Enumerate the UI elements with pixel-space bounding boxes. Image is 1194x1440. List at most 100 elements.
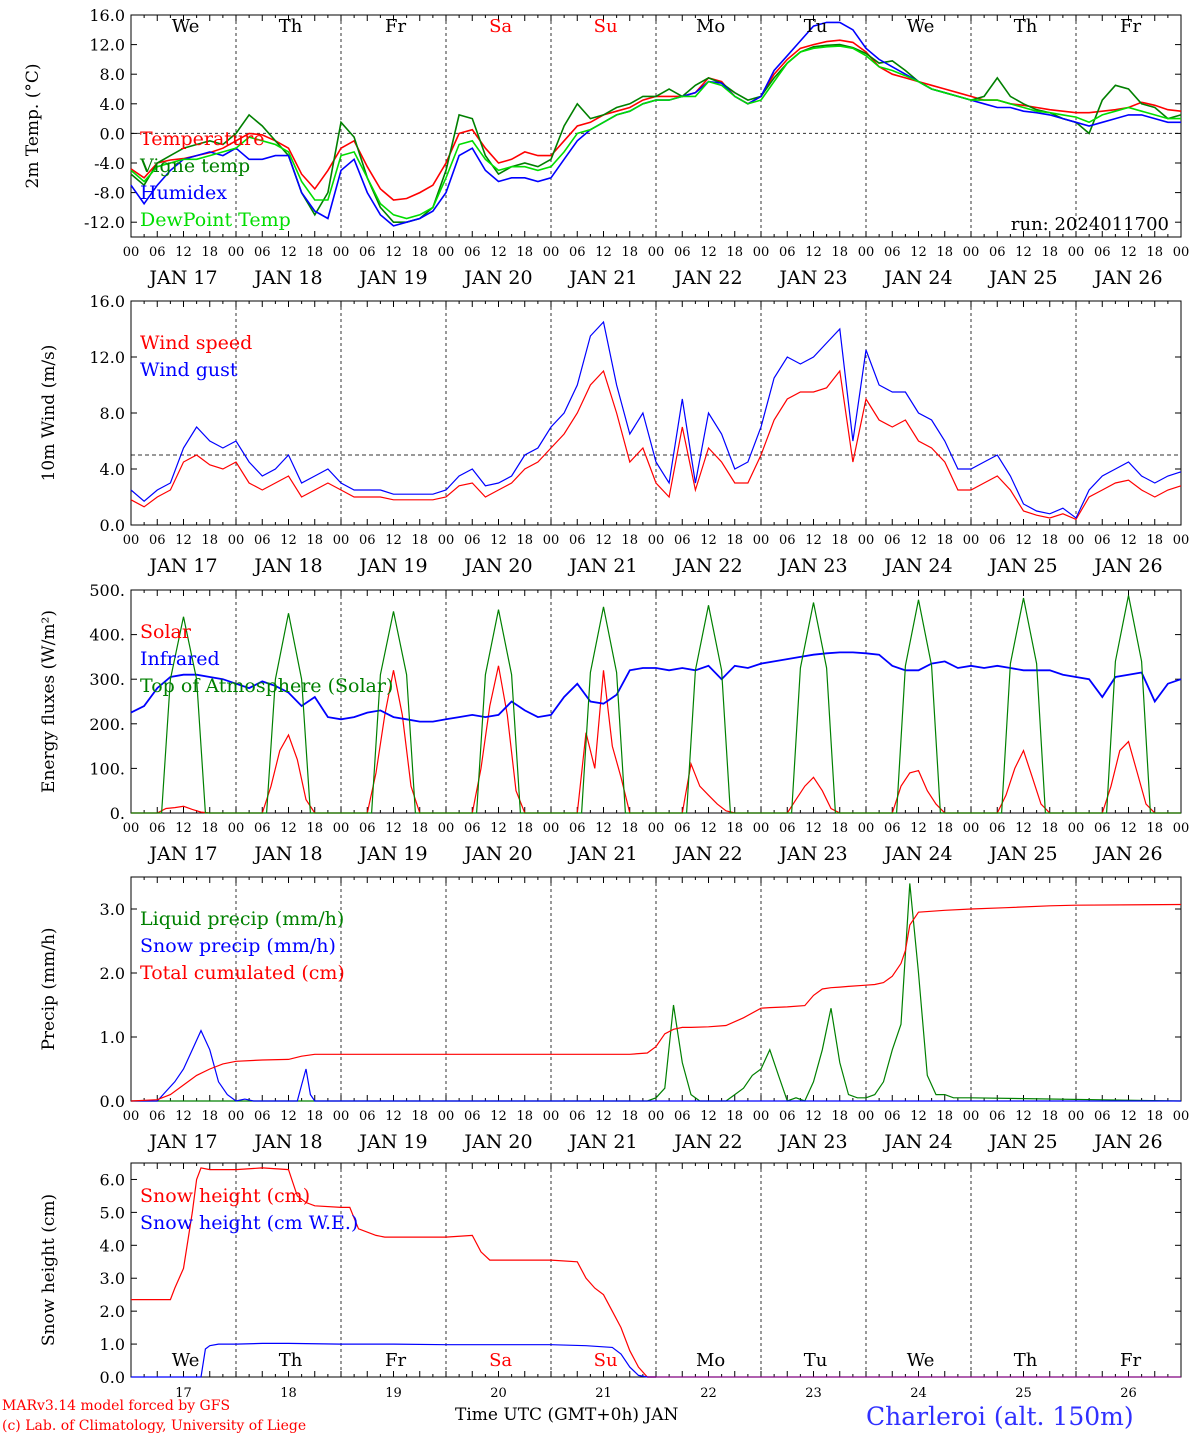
day-number: 22: [700, 1386, 717, 1401]
hour-tick-label: 18: [936, 245, 953, 260]
legend-entry: Total cumulated (cm): [140, 962, 345, 984]
hour-tick-label: 00: [858, 245, 875, 260]
hour-tick-label: 06: [149, 1109, 166, 1124]
hour-tick-label: 06: [779, 1109, 796, 1124]
date-label: JAN 17: [147, 843, 217, 865]
hour-tick-label: 06: [254, 533, 271, 548]
y-tick-label: 2.0: [100, 964, 125, 983]
hour-tick-label: 12: [385, 821, 402, 836]
day-name: We: [907, 16, 935, 37]
y-tick-label: 16.0: [89, 292, 125, 311]
hour-tick-label: 18: [306, 821, 323, 836]
hour-tick-label: 18: [201, 1109, 218, 1124]
panel-4: 0.0 1.0 2.0 3.0 Precip (mm/h) Liquid precip (…: [39, 876, 1190, 1153]
hour-tick-label: 18: [621, 821, 638, 836]
hour-tick-label: 06: [149, 821, 166, 836]
day-name: Fr: [1120, 1350, 1141, 1371]
x-axis-title: Time UTC (GMT+0h) JAN: [455, 1405, 679, 1425]
hour-tick-label: 18: [1041, 821, 1058, 836]
station-name: Charleroi (alt. 150m): [866, 1402, 1134, 1431]
hour-tick-label: 06: [989, 533, 1006, 548]
hour-tick-label: 18: [831, 1109, 848, 1124]
date-label: JAN 19: [357, 1131, 427, 1153]
hour-tick-label: 18: [831, 821, 848, 836]
date-label: JAN 26: [1092, 1131, 1162, 1153]
series-line: [130, 45, 1181, 220]
series-line: [131, 1342, 656, 1378]
y-tick-label: 3.0: [100, 1269, 125, 1288]
date-label: JAN 20: [462, 1131, 532, 1153]
hour-tick-label: 18: [621, 533, 638, 548]
date-label: JAN 21: [567, 267, 637, 289]
hour-tick-label: 12: [1120, 245, 1137, 260]
series-line: [130, 903, 1182, 1102]
day-name: Th: [1014, 16, 1038, 37]
day-name: Th: [279, 16, 303, 37]
hour-tick-label: 12: [385, 1109, 402, 1124]
date-label: JAN 22: [672, 555, 742, 577]
date-label: JAN 20: [462, 267, 532, 289]
hour-tick-label: 06: [149, 533, 166, 548]
hour-tick-label: 06: [254, 245, 271, 260]
legend-entry: Temperature: [140, 128, 264, 150]
date-label: JAN 26: [1092, 555, 1162, 577]
hour-tick-label: 06: [464, 245, 481, 260]
hour-tick-label: 12: [595, 1109, 612, 1124]
date-label: JAN 17: [147, 267, 217, 289]
hour-tick-label: 12: [805, 533, 822, 548]
hour-tick-label: 18: [201, 245, 218, 260]
hour-tick-label: 12: [805, 1109, 822, 1124]
y-tick-label: 2.0: [100, 1302, 125, 1321]
date-label: JAN 17: [147, 555, 217, 577]
hour-tick-label: 00: [543, 533, 560, 548]
hour-tick-label: 00: [1173, 1109, 1190, 1124]
day-number: 26: [1120, 1386, 1137, 1401]
series-line: [131, 595, 1181, 814]
y-tick-label: -12.0: [84, 213, 125, 232]
hour-tick-label: 00: [123, 533, 140, 548]
y-label-precip: Precip (mm/h): [39, 927, 59, 1050]
hour-tick-label: 00: [228, 821, 245, 836]
y-tick-label: -8.0: [94, 184, 125, 203]
hour-tick-label: 06: [674, 821, 691, 836]
hour-tick-label: 12: [280, 533, 297, 548]
hour-tick-label: 00: [438, 1109, 455, 1124]
hour-tick-label: 00: [963, 245, 980, 260]
hour-tick-label: 18: [411, 245, 428, 260]
hour-tick-label: 00: [438, 821, 455, 836]
hour-tick-label: 06: [359, 245, 376, 260]
series-line: [131, 1167, 656, 1378]
hour-tick-label: 00: [753, 821, 770, 836]
hour-tick-label: 12: [175, 533, 192, 548]
hour-tick-label: 18: [1146, 533, 1163, 548]
hour-tick-label: 06: [884, 1109, 901, 1124]
hour-tick-label: 00: [963, 1109, 980, 1124]
date-label: JAN 18: [252, 267, 322, 289]
hour-tick-label: 00: [123, 821, 140, 836]
y-label-snow: Snow height (cm): [39, 1194, 59, 1346]
hour-tick-label: 06: [779, 821, 796, 836]
series-line: [130, 320, 1182, 519]
hour-tick-label: 12: [490, 245, 507, 260]
legend-entry: Snow height (cm W.E.): [140, 1212, 358, 1234]
hour-tick-label: 12: [700, 1109, 717, 1124]
hour-tick-label: 12: [1015, 821, 1032, 836]
hour-tick-label: 06: [149, 245, 166, 260]
hour-tick-label: 00: [228, 1109, 245, 1124]
date-label: JAN 23: [777, 267, 847, 289]
hour-tick-label: 06: [569, 533, 586, 548]
y-tick-label: 300.: [89, 670, 125, 689]
hour-tick-label: 18: [621, 245, 638, 260]
hour-tick-label: 00: [963, 821, 980, 836]
y-tick-label: 3.0: [100, 900, 125, 919]
hour-tick-label: 06: [464, 821, 481, 836]
day-name: Sa: [489, 1350, 512, 1371]
hour-tick-label: 18: [306, 245, 323, 260]
hour-tick-label: 06: [1094, 821, 1111, 836]
hour-tick-label: 00: [333, 533, 350, 548]
hour-tick-label: 06: [464, 1109, 481, 1124]
date-label: JAN 23: [777, 1131, 847, 1153]
credit-line-1: MARv3.14 model forced by GFS: [2, 1398, 231, 1414]
date-label: JAN 25: [987, 555, 1057, 577]
hour-tick-label: 12: [1015, 1109, 1032, 1124]
